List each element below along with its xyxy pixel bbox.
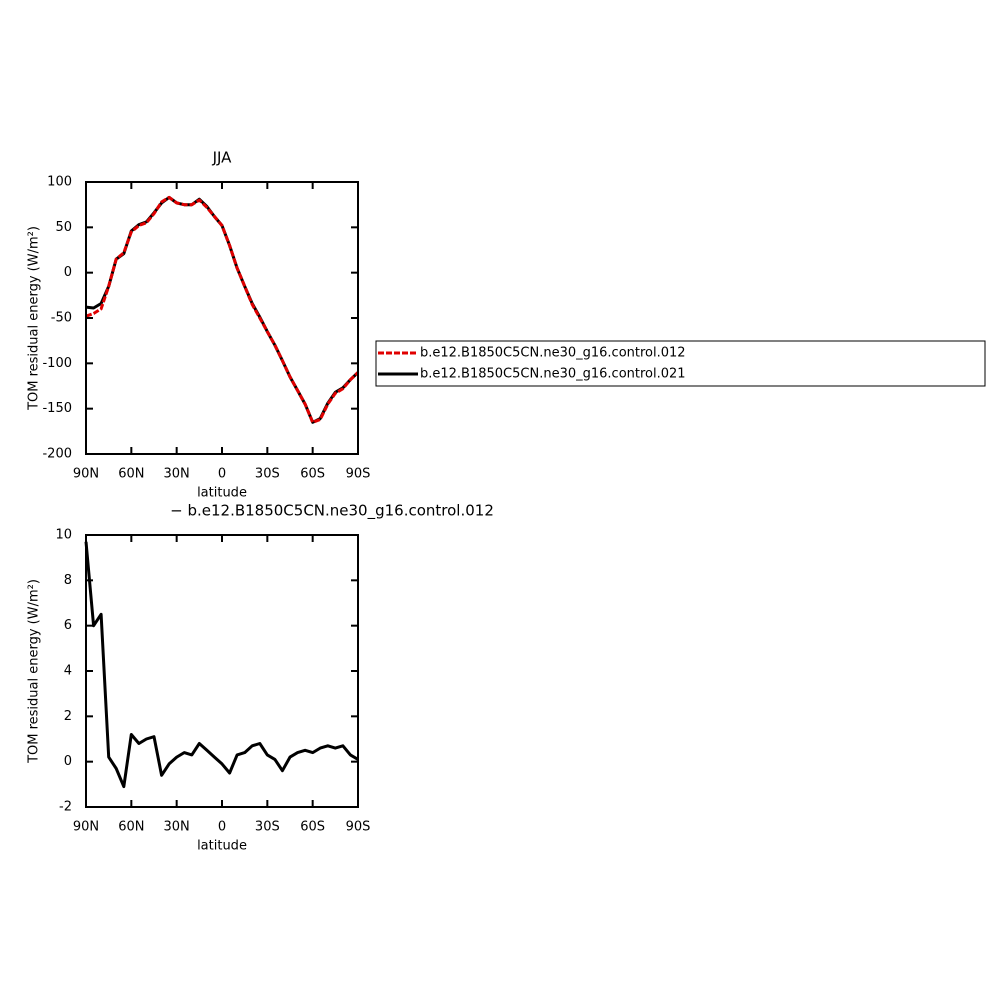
y-tick-label: -100 <box>42 356 72 371</box>
y-tick-label: 0 <box>64 754 72 769</box>
x-tick-label: 30S <box>255 467 280 482</box>
x-axis-label: latitude <box>197 486 247 501</box>
y-tick-label: 50 <box>55 220 72 235</box>
x-tick-label: 90N <box>73 820 99 835</box>
y-tick-label: -200 <box>42 447 72 462</box>
x-tick-label: 60N <box>118 467 144 482</box>
x-tick-label: 30N <box>164 467 190 482</box>
y-tick-label: 6 <box>64 618 72 633</box>
y-tick-label: 2 <box>64 709 72 724</box>
y-tick-label: 4 <box>64 664 72 679</box>
x-tick-label: 90S <box>346 820 371 835</box>
x-tick-label: 30S <box>255 820 280 835</box>
y-tick-label: 8 <box>64 573 72 588</box>
chart-title: − b.e12.B1850C5CN.ne30_g16.control.012 <box>170 502 494 521</box>
data-line <box>85 195 360 424</box>
x-tick-label: 60N <box>118 820 144 835</box>
x-tick-label: 90S <box>346 467 371 482</box>
y-tick-label: 0 <box>64 265 72 280</box>
plot-frame <box>85 181 359 455</box>
legend-label: b.e12.B1850C5CN.ne30_g16.control.021 <box>420 367 686 382</box>
y-tick-label: -50 <box>51 311 72 326</box>
y-tick-label: 10 <box>55 528 72 543</box>
data-line <box>85 195 360 424</box>
x-tick-label: 60S <box>300 820 325 835</box>
y-tick-label: -2 <box>59 800 72 815</box>
x-tick-label: 0 <box>218 820 226 835</box>
y-tick-label: -150 <box>42 401 72 416</box>
data-line <box>84 541 359 789</box>
chart-title: JJA <box>212 149 233 167</box>
x-tick-label: 60S <box>300 467 325 482</box>
x-axis-label: latitude <box>197 839 247 854</box>
y-tick-label: 100 <box>47 175 72 190</box>
y-axis-label: TOM residual energy (W/m²) <box>27 226 42 411</box>
legend-label: b.e12.B1850C5CN.ne30_g16.control.012 <box>420 346 686 361</box>
x-tick-label: 0 <box>218 467 226 482</box>
x-tick-label: 90N <box>73 467 99 482</box>
x-tick-label: 30N <box>164 820 190 835</box>
y-axis-label: TOM residual energy (W/m²) <box>27 579 42 764</box>
legend-box <box>375 340 986 387</box>
